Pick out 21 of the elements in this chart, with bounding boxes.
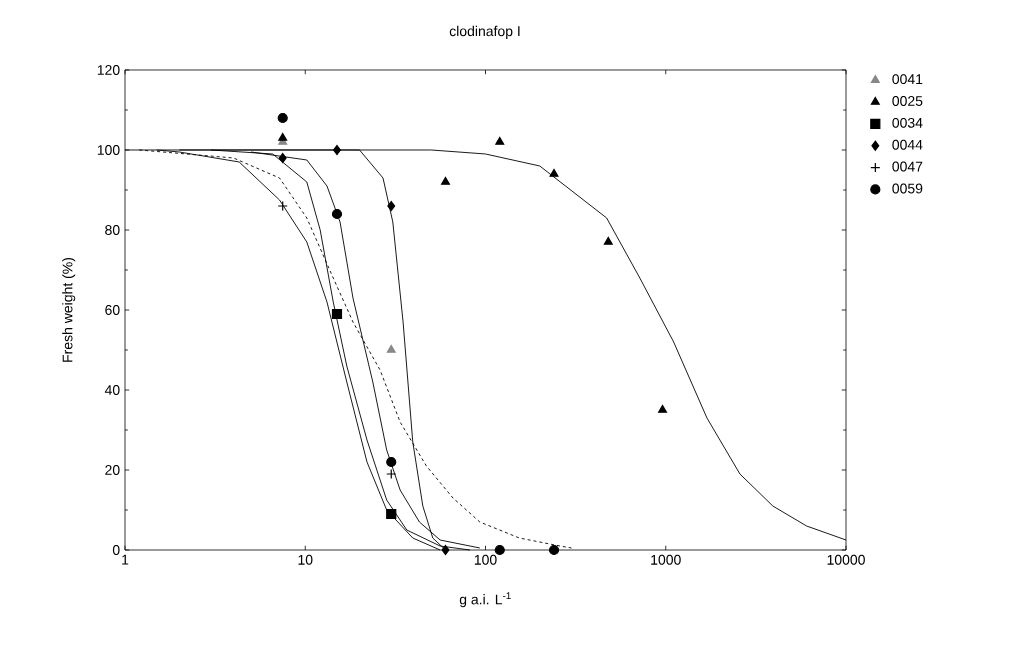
x-axis-title: g a.i. L$^{-1}$ [459, 592, 511, 608]
y-tick-label: 60 [105, 305, 120, 315]
legend-label: 0034 [892, 117, 923, 128]
legend-label: 0044 [892, 139, 923, 150]
y-axis-title: Fresh weight (%) [62, 257, 76, 362]
chart-title: clodinafop I [449, 25, 520, 39]
y-tick-label: 80 [105, 225, 120, 235]
legend-label: 0047 [892, 161, 923, 172]
y-tick-label: 120 [97, 65, 120, 75]
x-tick-label: 10 [298, 554, 313, 565]
x-tick-label: 10000 [827, 554, 865, 565]
legend-label: 0059 [892, 183, 923, 194]
x-tick-label: 100 [474, 554, 497, 565]
legend-label: 0041 [892, 74, 923, 85]
y-tick-label: 100 [97, 145, 120, 155]
y-tick-label: 20 [105, 465, 120, 475]
legend-label: 0025 [892, 96, 923, 106]
y-tick-label: 40 [104, 385, 120, 395]
y-tick-label: 0 [112, 545, 120, 555]
x-tick-label: 1 [122, 554, 129, 565]
x-tick-label: 1000 [651, 554, 681, 565]
